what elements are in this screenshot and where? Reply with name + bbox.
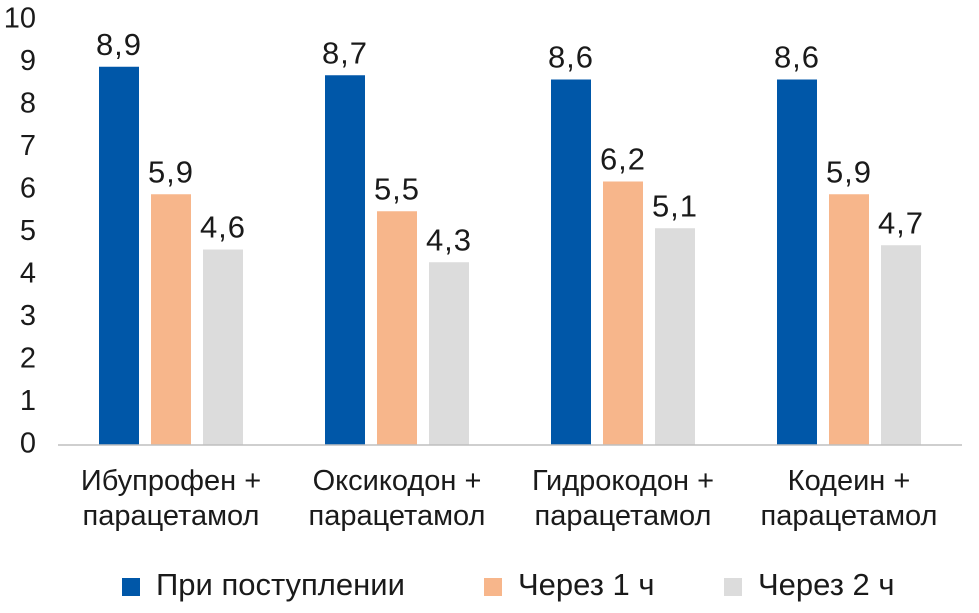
bar [655, 228, 695, 445]
legend-swatch [122, 578, 140, 596]
legend-label: Через 2 ч [758, 567, 895, 602]
category-label: парацетамол [761, 500, 938, 532]
data-label: 4,3 [426, 222, 472, 257]
y-tick-label: 5 [20, 215, 36, 247]
y-tick-label: 6 [20, 173, 36, 205]
data-labels: 8,95,94,68,75,54,38,66,25,18,65,94,7 [96, 27, 924, 258]
y-tick-label: 2 [20, 343, 36, 375]
data-label: 4,7 [878, 205, 924, 240]
category-label: Кодеин + [788, 465, 911, 497]
category-label: парацетамол [309, 500, 486, 532]
bar [551, 79, 591, 445]
y-tick-label: 10 [4, 3, 36, 35]
data-label: 5,5 [374, 171, 420, 206]
bar [829, 194, 869, 445]
data-label: 5,9 [148, 154, 194, 189]
y-tick-label: 0 [20, 428, 36, 460]
y-tick-label: 7 [20, 130, 36, 162]
bar [325, 75, 365, 445]
bar [151, 194, 191, 445]
bar [603, 181, 643, 445]
data-label: 8,9 [96, 27, 142, 62]
bar [203, 249, 243, 445]
bar [881, 245, 921, 445]
data-label: 8,7 [322, 35, 368, 70]
bar [99, 66, 139, 445]
data-label: 8,6 [774, 40, 820, 75]
legend-swatch [724, 578, 742, 596]
y-tick-label: 8 [20, 88, 36, 120]
y-tick-label: 4 [20, 258, 36, 290]
bars [99, 66, 921, 445]
legend-label: Через 1 ч [518, 567, 655, 602]
data-label: 5,1 [652, 188, 698, 223]
bar [377, 211, 417, 445]
data-label: 5,9 [826, 154, 872, 189]
category-label: Ибупрофен + [81, 465, 261, 497]
bar [777, 79, 817, 445]
category-label: Гидрокодон + [532, 465, 714, 497]
y-tick-label: 9 [20, 45, 36, 77]
category-label: парацетамол [83, 500, 260, 532]
data-label: 8,6 [548, 40, 594, 75]
legend-label: При поступлении [156, 567, 405, 602]
data-label: 4,6 [200, 210, 246, 245]
category-label: парацетамол [535, 500, 712, 532]
legend: При поступлении Через 1 ч Через 2 ч [122, 567, 895, 602]
y-tick-label: 1 [20, 385, 36, 417]
data-label: 6,2 [600, 142, 646, 177]
legend-swatch [484, 578, 502, 596]
category-label: Оксикодон + [313, 465, 482, 497]
y-tick-label: 3 [20, 300, 36, 332]
y-axis-ticks: 0 1 2 3 4 5 6 7 8 9 10 [4, 3, 36, 460]
bar [429, 262, 469, 445]
